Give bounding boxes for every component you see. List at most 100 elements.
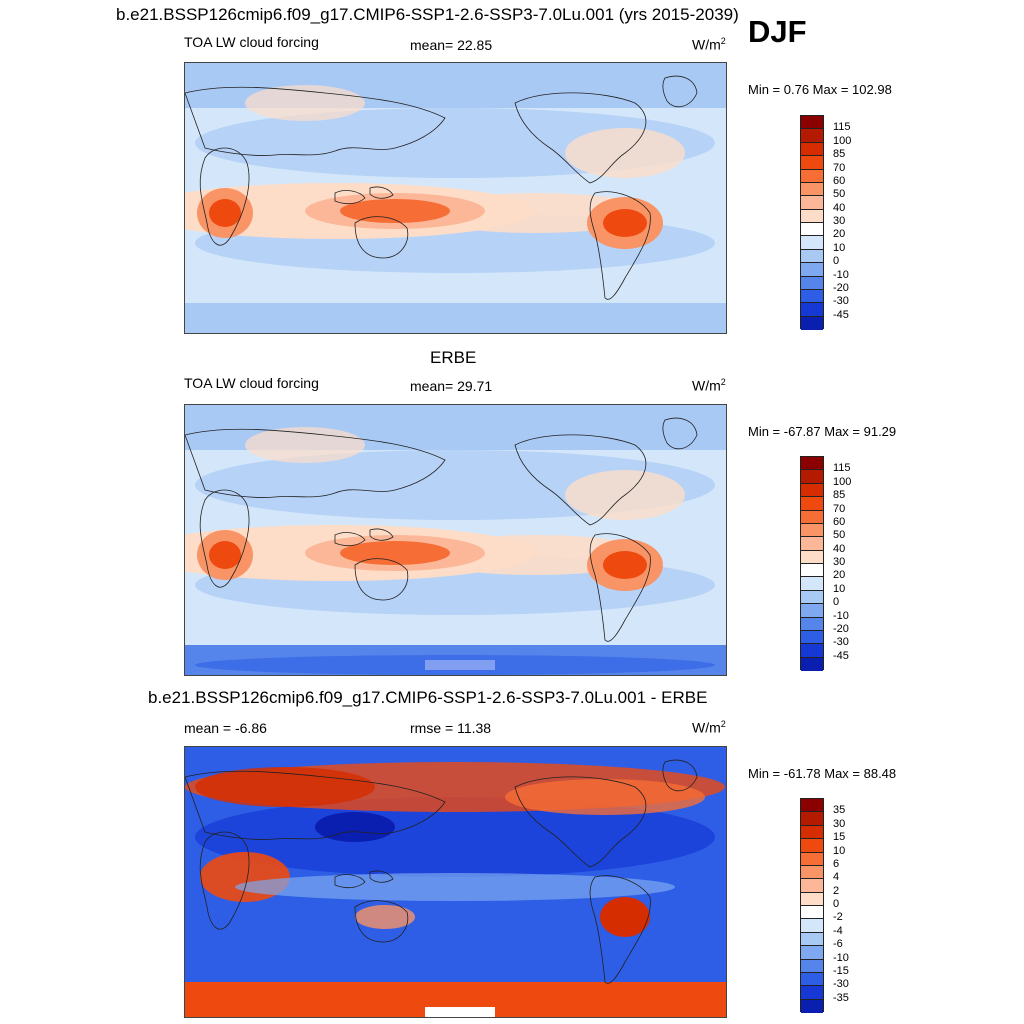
colorbar-swatch: [801, 483, 823, 498]
field-contour: [195, 767, 375, 807]
coastline: [334, 190, 366, 205]
colorbar-swatch: [801, 276, 823, 290]
colorbar-swatch: [801, 289, 823, 304]
colorbar-tick-label: -30: [833, 295, 849, 308]
coastline: [369, 870, 394, 883]
coastline: [589, 191, 651, 300]
colorbar-swatch: [801, 892, 823, 906]
colorbar-tick-label: 60: [833, 515, 846, 528]
panel1-colorbar: [800, 115, 824, 330]
coastline: [662, 759, 698, 792]
colorbar-swatch: [801, 116, 823, 130]
colorbar-swatch: [801, 617, 823, 631]
colorbar-tick-label: -10: [833, 609, 849, 622]
panel1-minmax: Min = 0.76 Max = 102.98: [748, 82, 892, 97]
colorbar-tick-label: -45: [833, 649, 849, 662]
season-label: DJF: [748, 14, 807, 49]
colorbar-tick-label: -30: [833, 978, 849, 991]
field-contour: [245, 85, 365, 121]
colorbar-tick-label: 100: [833, 134, 852, 147]
colorbar-tick-label: 50: [833, 529, 846, 542]
colorbar-swatch: [801, 223, 823, 237]
colorbar-swatch: [801, 986, 823, 1000]
colorbar-swatch: [801, 209, 823, 223]
colorbar-swatch: [801, 590, 823, 605]
figure-title: b.e21.BSSP126cmip6.f09_g17.CMIP6-SSP1-2.…: [116, 5, 739, 24]
panel2-mean: mean= 29.71: [410, 378, 493, 394]
colorbar-tick-label: -20: [833, 281, 849, 294]
panel2-heading: ERBE: [430, 348, 477, 367]
colorbar-swatch: [801, 932, 823, 947]
colorbar-tick-label: 10: [833, 844, 846, 857]
colorbar-tick-label: -2: [833, 911, 843, 924]
field-band: [185, 303, 726, 333]
colorbar-swatch: [801, 919, 823, 933]
colorbar-swatch: [801, 825, 823, 840]
colorbar-tick-label: 115: [833, 121, 851, 134]
coastline: [514, 92, 647, 184]
colorbar-swatch: [801, 156, 823, 170]
colorbar-tick-label: -10: [833, 268, 849, 281]
colorbar-swatch: [801, 523, 823, 538]
field-contour: [315, 812, 395, 842]
coastline: [369, 186, 394, 199]
panel1-field-label: TOA LW cloud forcing: [184, 34, 319, 50]
colorbar-swatch: [801, 799, 823, 813]
colorbar-tick-label: 30: [833, 556, 846, 568]
colorbar-swatch: [801, 999, 823, 1013]
coastline: [514, 776, 647, 868]
field-contour: [209, 199, 241, 227]
colorbar-tick-label: -15: [833, 964, 849, 977]
colorbar-swatch: [801, 879, 823, 893]
panel3-heading: b.e21.BSSP126cmip6.f09_g17.CMIP6-SSP1-2.…: [148, 688, 708, 707]
field-contour: [603, 551, 647, 579]
colorbar-swatch: [801, 865, 823, 880]
field-contour: [340, 541, 450, 565]
colorbar-tick-label: 40: [833, 201, 846, 214]
colorbar-swatch: [801, 812, 823, 826]
colorbar-swatch: [801, 236, 823, 250]
coastline: [662, 75, 698, 108]
panel3-colorbar: [800, 798, 824, 1013]
colorbar-tick-label: 2: [833, 884, 840, 897]
colorbar-tick-label: -4: [833, 924, 843, 937]
colorbar-swatch: [801, 129, 823, 143]
colorbar-tick-label: 20: [833, 228, 846, 241]
coastline: [199, 147, 250, 246]
colorbar-swatch: [801, 249, 823, 264]
field-contour: [603, 209, 647, 237]
coastline: [334, 532, 366, 547]
colorbar-swatch: [801, 852, 823, 866]
colorbar-tick-label: 30: [833, 215, 846, 227]
coastline: [185, 86, 446, 156]
panel3-units: W/m2: [692, 719, 726, 736]
colorbar-swatch: [801, 457, 823, 471]
panel2-colorbar: [800, 456, 824, 671]
panel3-mean: mean = -6.86: [184, 720, 267, 736]
coastline: [199, 489, 250, 588]
colorbar-swatch: [801, 644, 823, 658]
colorbar-tick-label: 115: [833, 462, 851, 475]
panel2-map: [184, 404, 727, 676]
field-contour: [340, 199, 450, 223]
colorbar-tick-label: 30: [833, 817, 846, 830]
panel1-units: W/m2: [692, 36, 726, 53]
colorbar-swatch: [801, 550, 823, 564]
colorbar-tick-label: 60: [833, 174, 846, 187]
colorbar-swatch: [801, 470, 823, 484]
coastline: [662, 417, 698, 450]
colorbar-swatch: [801, 839, 823, 853]
field-contour: [235, 873, 675, 901]
colorbar-swatch: [801, 169, 823, 183]
colorbar-tick-label: 70: [833, 502, 846, 515]
colorbar-swatch: [801, 564, 823, 578]
field-contour: [600, 897, 650, 937]
coastline: [354, 558, 409, 601]
colorbar-swatch: [801, 316, 823, 330]
colorbar-tick-label: 85: [833, 148, 846, 161]
coastline: [354, 216, 409, 259]
coastline: [334, 874, 366, 889]
colorbar-tick-label: -45: [833, 308, 849, 321]
coastline: [199, 831, 250, 930]
coastline: [354, 900, 409, 943]
